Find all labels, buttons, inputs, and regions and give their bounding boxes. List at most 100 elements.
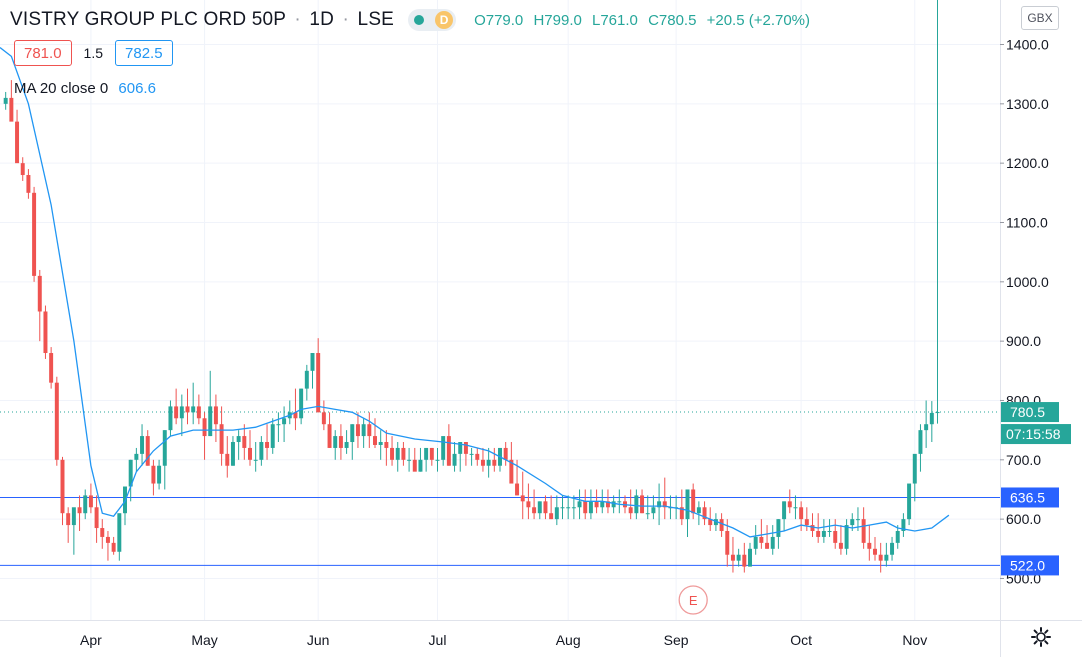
delayed-data-badge: D	[435, 11, 454, 29]
candle-body	[401, 447, 406, 460]
candle-body	[208, 406, 213, 437]
candle-body	[168, 406, 173, 431]
candle-body	[219, 424, 224, 454]
candle-body	[15, 121, 20, 164]
candle-body	[520, 495, 525, 502]
candle-body	[327, 424, 332, 448]
candle-body	[753, 536, 758, 549]
candle-body	[54, 382, 59, 460]
candle-body	[515, 483, 520, 496]
candle-body	[855, 519, 860, 521]
candle-body	[225, 453, 230, 466]
candle-body	[179, 406, 184, 419]
candle-body	[111, 542, 116, 552]
currency-button[interactable]: GBX	[1021, 6, 1059, 30]
candle-body	[804, 519, 809, 526]
candle-body	[446, 436, 451, 466]
candle-body	[66, 513, 71, 526]
y-tick-label: 1300.0	[1006, 96, 1049, 112]
candle-body	[571, 507, 576, 509]
y-tick-label: 1200.0	[1006, 155, 1049, 171]
candle-body	[600, 501, 605, 508]
ohlc-close: C780.5	[648, 11, 697, 29]
candle-body	[259, 442, 264, 460]
candle-body	[128, 459, 133, 487]
header-separator: ·	[294, 9, 301, 30]
candle-body	[657, 501, 662, 508]
candle-body	[378, 442, 383, 445]
candle-body	[605, 501, 610, 508]
candle-body	[151, 465, 156, 484]
candle-body	[782, 501, 787, 520]
candle-body	[367, 424, 372, 437]
x-tick-label: May	[191, 632, 217, 648]
candle-body	[566, 507, 571, 509]
buy-button[interactable]: 782.5	[115, 40, 173, 66]
candle-body	[702, 507, 707, 520]
candle-body	[787, 501, 792, 508]
candle-body	[634, 495, 639, 514]
candle-body	[32, 192, 37, 276]
candle-body	[611, 501, 616, 508]
y-tick-label: 1400.0	[1006, 36, 1049, 52]
interval-label[interactable]: 1D	[309, 9, 335, 30]
candle-body	[691, 489, 696, 514]
candle-body	[83, 495, 88, 514]
ma-line[interactable]	[0, 46, 950, 538]
market-status-pill[interactable]: D	[408, 9, 457, 31]
symbol-name[interactable]: VISTRY GROUP PLC ORD 50P	[10, 9, 286, 30]
candle-body	[60, 459, 65, 514]
sell-button[interactable]: 781.0	[14, 40, 72, 66]
candle-body	[174, 406, 179, 419]
ma-legend-value: 606.6	[118, 80, 156, 97]
candle-body	[850, 519, 855, 526]
candle-body	[509, 459, 514, 484]
ohlc-readout: O779.0 H799.0 L761.0 C780.5 +20.5 (+2.70…	[474, 12, 816, 29]
candle-body	[719, 519, 724, 532]
candle-body	[37, 275, 42, 312]
x-tick-label: Jun	[307, 632, 330, 648]
hline-price-tag-upper: 636.5	[1010, 489, 1045, 505]
ma-legend-label: MA 20 close 0	[14, 80, 109, 97]
candle-body	[799, 507, 804, 520]
gear-icon[interactable]	[1030, 626, 1052, 648]
dot-icon	[414, 15, 425, 25]
candle-body	[71, 507, 76, 526]
candle-body	[145, 436, 150, 466]
y-tick-label: 600.0	[1006, 511, 1041, 527]
earnings-marker-icon[interactable]	[678, 585, 708, 615]
candle-body	[645, 513, 650, 515]
ma-legend[interactable]: MA 20 close 0 606.6	[14, 80, 156, 97]
candle-body	[895, 531, 900, 543]
candle-body	[770, 536, 775, 549]
ohlc-change: +20.5 (+2.70%)	[706, 11, 811, 29]
chart-header: VISTRY GROUP PLC ORD 50P · 1D · LSE D O7…	[10, 8, 816, 32]
x-tick-label: Sep	[664, 632, 689, 648]
candle-body	[628, 507, 633, 514]
candle-body	[265, 442, 270, 448]
candle-body	[543, 501, 548, 514]
hline-price-tag-lower: 522.0	[1010, 557, 1045, 573]
y-tick-label: 700.0	[1006, 452, 1041, 468]
y-tick-label: 1000.0	[1006, 274, 1049, 290]
candle-body	[213, 406, 218, 425]
hline-price-tag-lower-bg	[1001, 555, 1059, 576]
candle-body	[293, 412, 298, 419]
candle-body	[390, 447, 395, 460]
candle-body	[907, 483, 912, 520]
candle-body	[282, 418, 287, 425]
candle-body	[157, 465, 162, 484]
candle-body	[196, 406, 201, 419]
candle-body	[861, 519, 866, 543]
candle-body	[43, 311, 48, 354]
ohlc-open: O779.0	[474, 11, 524, 29]
candle-body	[20, 163, 25, 176]
candle-body	[736, 554, 741, 561]
candle-body	[88, 495, 93, 508]
candle-body	[412, 459, 417, 472]
candle-body	[105, 536, 110, 543]
candle-body	[560, 507, 565, 509]
candle-body	[748, 548, 752, 567]
symbol-title[interactable]: VISTRY GROUP PLC ORD 50P · 1D · LSE	[10, 9, 394, 31]
